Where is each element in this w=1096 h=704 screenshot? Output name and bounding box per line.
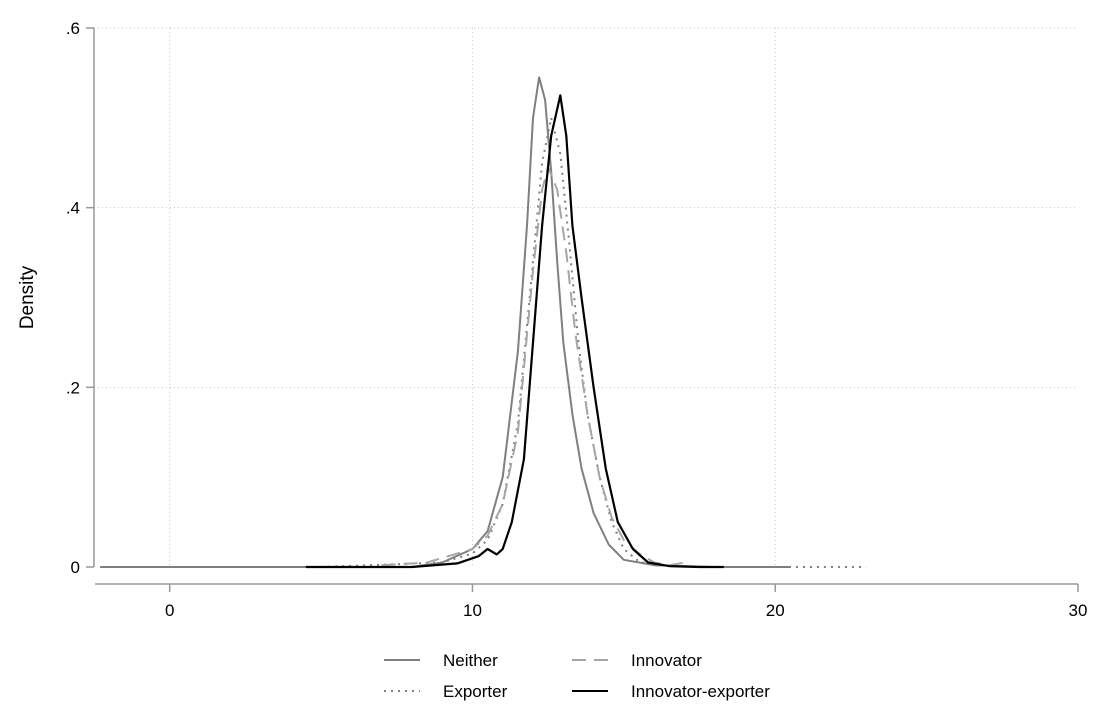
- x-tick-label: 0: [165, 601, 174, 620]
- series-line-neither: [100, 76, 791, 568]
- y-axis-title: Density: [17, 265, 38, 329]
- legend-label: Innovator-exporter: [631, 682, 770, 701]
- legend: Neither Innovator Exporter Innovator-export…: [384, 651, 770, 701]
- series-line-innovator-exporter: [305, 94, 724, 569]
- legend-label: Exporter: [443, 682, 508, 701]
- legend-label: Innovator: [631, 651, 702, 670]
- x-tick-label: 10: [463, 601, 482, 620]
- y-tick-label: .4: [66, 199, 80, 218]
- grid-lines: [94, 27, 1078, 567]
- y-tick-label: 0: [71, 558, 80, 577]
- legend-label: Neither: [443, 651, 498, 670]
- axes: Density 0 .2 .4 .6 0 10 20 30: [17, 19, 1087, 620]
- x-tick-label: 20: [766, 601, 785, 620]
- y-tick-label: .2: [66, 378, 80, 397]
- series-line-exporter: [321, 116, 867, 568]
- x-tick-label: 30: [1069, 601, 1088, 620]
- y-tick-label: .6: [66, 19, 80, 38]
- series-lines: [100, 76, 867, 569]
